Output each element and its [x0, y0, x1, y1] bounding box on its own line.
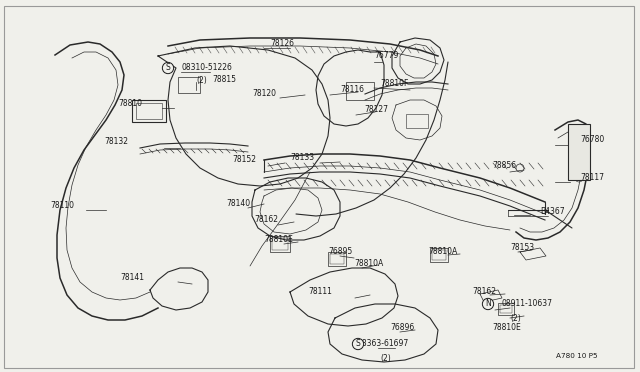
Bar [330, 254, 344, 264]
Text: (2): (2) [196, 76, 207, 84]
Text: 78810: 78810 [118, 99, 142, 109]
Text: (2): (2) [380, 353, 391, 362]
Text: 08911-10637: 08911-10637 [502, 299, 553, 308]
Text: 78810A: 78810A [428, 247, 457, 257]
Bar [500, 305, 512, 313]
Text: 78141: 78141 [120, 273, 144, 282]
Bar [328, 252, 346, 266]
Bar [430, 248, 448, 262]
Text: (2): (2) [510, 314, 521, 323]
Bar [136, 103, 162, 119]
Text: 78815: 78815 [212, 76, 236, 84]
Text: N: N [485, 299, 491, 308]
Text: 78127: 78127 [364, 106, 388, 115]
Bar [178, 77, 200, 93]
Bar [346, 82, 374, 100]
Text: 78810A: 78810A [354, 260, 383, 269]
Text: 78111: 78111 [308, 288, 332, 296]
Text: 78153: 78153 [510, 243, 534, 251]
Text: 78117: 78117 [580, 173, 604, 183]
Text: 78162: 78162 [254, 215, 278, 224]
Text: B4367: B4367 [540, 206, 564, 215]
Text: 76895: 76895 [328, 247, 352, 257]
Text: 78126: 78126 [270, 38, 294, 48]
Text: 08363-61697: 08363-61697 [358, 340, 409, 349]
Text: 78856: 78856 [492, 161, 516, 170]
Text: 78116: 78116 [340, 86, 364, 94]
Text: 08310-51226: 08310-51226 [182, 64, 233, 73]
Text: S: S [356, 340, 360, 349]
Text: 78133: 78133 [290, 153, 314, 161]
Text: 78110: 78110 [50, 202, 74, 211]
Bar [272, 238, 288, 250]
Text: S: S [166, 64, 170, 73]
Bar [270, 236, 290, 252]
Bar [406, 114, 428, 128]
Text: 78810E: 78810E [264, 235, 292, 244]
Bar [498, 303, 514, 315]
Text: 78140: 78140 [226, 199, 250, 208]
Text: 78120: 78120 [252, 89, 276, 97]
Bar [568, 124, 590, 180]
Text: 76779: 76779 [374, 51, 398, 61]
Text: 78162: 78162 [472, 286, 496, 295]
Text: A780 10 P5: A780 10 P5 [556, 353, 598, 359]
Text: 78810F: 78810F [380, 80, 408, 89]
Text: 78810E: 78810E [492, 324, 521, 333]
Text: 78132: 78132 [104, 138, 128, 147]
Bar [432, 250, 446, 260]
Text: 78152: 78152 [232, 155, 256, 164]
Bar [132, 100, 166, 122]
Text: 76896: 76896 [390, 323, 414, 331]
Text: 76780: 76780 [580, 135, 604, 144]
